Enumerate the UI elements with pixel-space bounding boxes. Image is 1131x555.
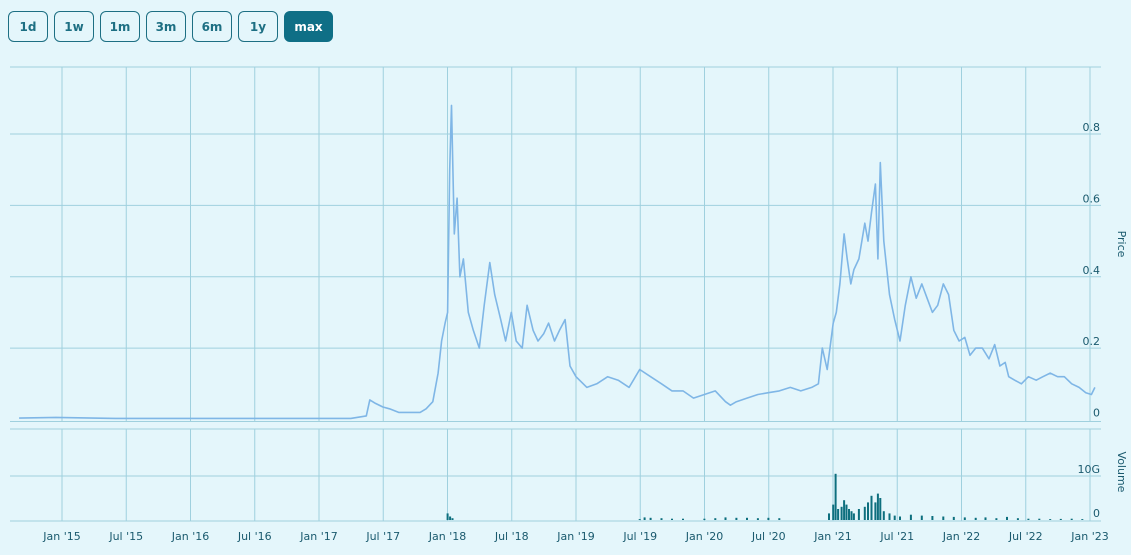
volume-bar <box>1006 516 1008 520</box>
volume-bar <box>963 517 966 520</box>
x-tick-label: Jul '22 <box>1008 530 1043 543</box>
volume-bar <box>746 517 748 520</box>
range-1m-button[interactable]: 1m <box>100 11 140 42</box>
range-1d-button[interactable]: 1d <box>8 11 48 42</box>
volume-bar <box>974 517 977 520</box>
volume-bar <box>638 519 641 520</box>
grid-lines <box>10 66 1101 522</box>
price-tick-label: 0.8 <box>1083 121 1101 134</box>
volume-bar <box>995 518 998 520</box>
volume-tick-label: 10G <box>1077 463 1100 476</box>
x-tick-label: Jan '15 <box>42 530 80 543</box>
volume-bar <box>649 517 652 520</box>
volume-bar <box>984 517 987 520</box>
volume-bar <box>899 516 901 520</box>
volume-bar <box>879 498 882 520</box>
price-tick-label: 0.2 <box>1083 335 1101 348</box>
price-axis-title: Price <box>1115 231 1128 258</box>
volume-bar <box>857 509 860 520</box>
volume-bar <box>863 506 866 520</box>
x-tick-label: Jan '19 <box>556 530 594 543</box>
volume-bar <box>828 513 830 520</box>
volume-bar <box>1049 519 1052 520</box>
volume-bar <box>767 517 770 520</box>
volume-bar <box>1038 518 1041 520</box>
range-1y-button[interactable]: 1y <box>238 11 278 42</box>
volume-bar <box>1027 518 1030 520</box>
volume-bar <box>724 517 727 520</box>
x-tick-label: Jan '16 <box>171 530 209 543</box>
x-tick-label: Jan '21 <box>813 530 851 543</box>
volume-bar <box>832 504 835 520</box>
volume-bar <box>909 514 912 520</box>
range-selector: 1d 1w 1m 3m 6m 1y max <box>8 11 333 42</box>
x-tick-label: Jul '21 <box>879 530 914 543</box>
price-tick-label: 0.6 <box>1083 192 1101 205</box>
volume-bar <box>867 502 869 520</box>
volume-bar <box>778 518 781 520</box>
volume-bar <box>1059 518 1062 520</box>
volume-axis-title: Volume <box>1115 452 1128 493</box>
x-tick-label: Jul '17 <box>365 530 400 543</box>
x-tick-label: Jul '18 <box>494 530 529 543</box>
x-tick-label: Jul '20 <box>751 530 786 543</box>
x-tick-label: Jan '22 <box>942 530 980 543</box>
price-line-group <box>19 104 1096 420</box>
volume-bar <box>920 515 923 520</box>
volume-bar <box>1016 518 1019 520</box>
volume-bar <box>837 509 840 520</box>
volume-bar <box>876 493 879 520</box>
x-tick-label: Jul '15 <box>108 530 143 543</box>
range-1w-button[interactable]: 1w <box>54 11 94 42</box>
x-tick-label: Jan '17 <box>299 530 337 543</box>
volume-bar <box>893 515 896 520</box>
x-tick-label: Jan '23 <box>1070 530 1108 543</box>
volume-bar <box>888 513 891 520</box>
volume-bar <box>952 516 955 520</box>
x-tick-label: Jul '16 <box>237 530 272 543</box>
volume-tick-label: 0 <box>1093 507 1100 520</box>
volume-bar <box>845 504 848 520</box>
volume-bar <box>1081 519 1084 520</box>
volume-bar <box>451 518 454 520</box>
axis-labels: Jan '15 Jul '15 Jan '16 Jul '16 Jan '17 Jul '… <box>42 121 1128 543</box>
volume-bars <box>446 473 1084 520</box>
volume-bar <box>682 518 684 520</box>
volume-bar <box>882 511 885 520</box>
volume-bar <box>671 518 673 520</box>
volume-bar <box>942 516 945 520</box>
volume-bar <box>660 518 663 520</box>
x-tick-label: Jan '20 <box>685 530 723 543</box>
volume-bar <box>931 516 934 520</box>
volume-bar <box>834 473 837 520</box>
volume-bar <box>1070 518 1073 520</box>
volume-bar <box>643 517 646 520</box>
x-tick-label: Jul '19 <box>622 530 657 543</box>
volume-bar <box>446 513 449 520</box>
volume-bar <box>848 509 850 520</box>
x-tick-label: Jan '18 <box>428 530 466 543</box>
volume-bar <box>449 516 452 520</box>
volume-bar <box>870 495 873 520</box>
volume-bar <box>756 518 759 520</box>
range-3m-button[interactable]: 3m <box>146 11 186 42</box>
range-6m-button[interactable]: 6m <box>192 11 232 42</box>
price-tick-label: 0 <box>1093 407 1100 420</box>
volume-bar <box>735 517 738 520</box>
volume-bar <box>843 500 846 520</box>
volume-bar <box>874 502 877 520</box>
price-tick-label: 0.4 <box>1083 264 1101 277</box>
range-max-button[interactable]: max <box>284 11 333 42</box>
volume-bar <box>703 518 706 520</box>
volume-bar <box>840 506 843 520</box>
volume-bar <box>714 518 717 520</box>
volume-bar <box>852 513 855 520</box>
price-line <box>19 104 1096 420</box>
volume-bar <box>850 511 853 520</box>
